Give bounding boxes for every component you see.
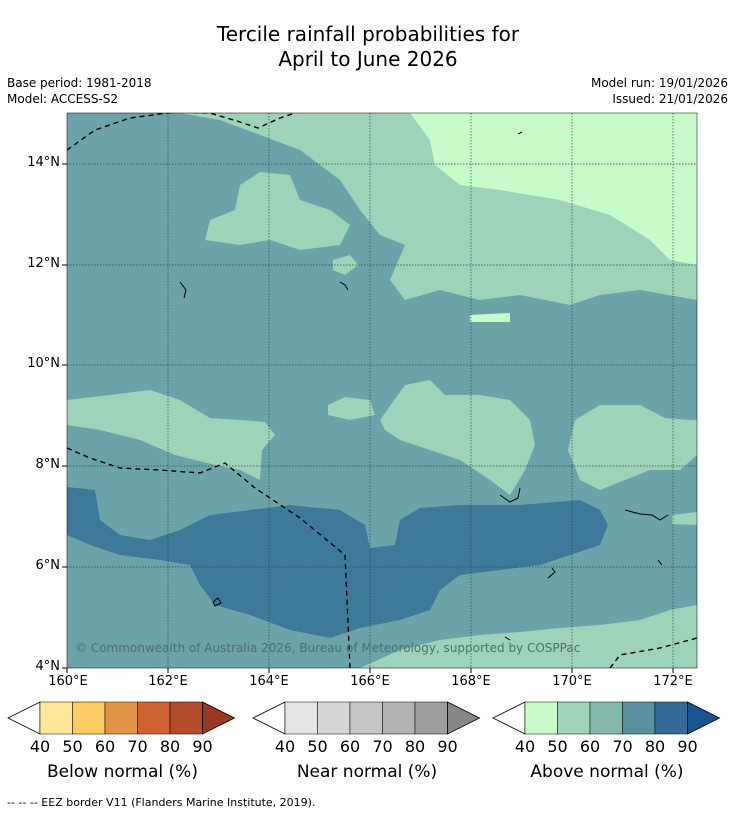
axis-ticks: [62, 163, 674, 673]
legend-above-swatch-0: [524, 701, 558, 735]
legend-above-swatch-2: [589, 701, 623, 735]
legend-below-over-triangle: [202, 701, 236, 735]
lat-label-6n: 6°N: [35, 558, 61, 573]
legend-above-tick-0: 40: [515, 737, 535, 756]
region-above-50-60-patch-d: [333, 255, 358, 275]
legend-above-swatch-1: [557, 701, 591, 735]
legend-below-swatch-3: [137, 701, 171, 735]
legend-below-tick-3: 70: [127, 737, 147, 756]
base-period: Base period: 1981-2018: [7, 76, 152, 90]
lat-label-8n: 8°N: [35, 457, 61, 472]
legend-label-above: Above normal (%): [530, 762, 684, 782]
legend-below-under-triangle: [7, 701, 41, 735]
lon-label-166e: 166°E: [350, 674, 390, 689]
region-above-70-80-band: [67, 487, 608, 638]
lon-label-168e: 168°E: [451, 674, 491, 689]
legend-above-over-triangle: [687, 701, 721, 735]
legend-above-swatch-3: [622, 701, 656, 735]
legend-near-swatch-1: [317, 701, 351, 735]
graticule: [67, 113, 697, 668]
legend-near-swatch-4: [414, 701, 448, 735]
legend-label-near: Near normal (%): [296, 762, 438, 782]
region-above-50-60-patch-e: [328, 397, 375, 420]
probability-field: [67, 113, 697, 668]
lon-label-160e: 160°E: [48, 674, 88, 689]
legend-above-tick-5: 90: [677, 737, 697, 756]
legend-below-tick-2: 60: [95, 737, 115, 756]
legend-label-below: Below normal (%): [47, 762, 198, 782]
legend-near-tick-1: 50: [307, 737, 327, 756]
region-above-40-50-ne: [410, 113, 697, 265]
island-outlines: [179, 131, 669, 641]
copyright-notice: © Commonwealth of Australia 2026, Bureau…: [75, 641, 581, 655]
region-above-40-50-patch-c: [470, 313, 510, 322]
title-line-2: April to June 2026: [278, 47, 458, 71]
legend-above-tick-3: 70: [612, 737, 632, 756]
legend-above-tick-1: 50: [547, 737, 567, 756]
legend-below-swatch-0: [39, 701, 73, 735]
legend-near-under-triangle: [252, 701, 286, 735]
legend-near-over-triangle: [447, 701, 481, 735]
legend-below-swatch-1: [72, 701, 106, 735]
legend-below-swatch-2: [104, 701, 138, 735]
legend-above-tick-4: 80: [645, 737, 665, 756]
legend-above-under-triangle: [492, 701, 526, 735]
region-above-50-60-south: [360, 605, 697, 668]
map-frame: [66, 112, 698, 669]
region-above-40-50-patch-b: [492, 135, 515, 165]
legend-near-swatch-3: [382, 701, 416, 735]
meta-left: Base period: 1981-2018 Model: ACCESS-S2: [7, 75, 152, 107]
legend-near-tick-4: 80: [405, 737, 425, 756]
lon-label-172e: 172°E: [653, 674, 693, 689]
meta-right: Model run: 19/01/2026 Issued: 21/01/2026: [591, 75, 728, 107]
title-line-1: Tercile rainfall probabilities for: [216, 22, 520, 46]
eez-footnote: -- -- -- EEZ border V11 (Flanders Marine…: [7, 796, 316, 809]
region-above-50-60-east: [568, 405, 697, 490]
lon-label-162e: 162°E: [148, 674, 188, 689]
legend-below-tick-0: 40: [30, 737, 50, 756]
lon-label-164e: 164°E: [249, 674, 289, 689]
legend-below-tick-4: 80: [160, 737, 180, 756]
model-run: Model run: 19/01/2026: [590, 76, 728, 90]
lon-label-170e: 170°E: [552, 674, 592, 689]
lat-label-14n: 14°N: [27, 155, 60, 170]
model-name: Model: ACCESS-S2: [7, 92, 119, 106]
legend-near-swatch-0: [284, 701, 318, 735]
legend-below-tick-1: 50: [62, 737, 82, 756]
legend-near-tick-3: 70: [372, 737, 392, 756]
legend-near-tick-0: 40: [275, 737, 295, 756]
lat-label-12n: 12°N: [27, 256, 60, 271]
lat-label-4n: 4°N: [35, 659, 61, 674]
region-above-50-60-west: [67, 390, 275, 480]
legend-near-tick-5: 90: [437, 737, 457, 756]
eez-border: [67, 113, 697, 668]
region-above-50-60-patch-a: [205, 172, 350, 250]
legend-above-tick-2: 60: [580, 737, 600, 756]
legend-near-tick-2: 60: [340, 737, 360, 756]
lat-label-10n: 10°N: [27, 356, 60, 371]
region-above-50-60-patch-f: [672, 512, 697, 525]
legend-above-swatch-4: [654, 701, 688, 735]
issued-date: Issued: 21/01/2026: [612, 92, 728, 106]
legend-below-swatch-4: [169, 701, 203, 735]
legend-below-tick-5: 90: [192, 737, 212, 756]
legend-near-swatch-2: [349, 701, 383, 735]
map-title: Tercile rainfall probabilities for April…: [0, 22, 736, 72]
